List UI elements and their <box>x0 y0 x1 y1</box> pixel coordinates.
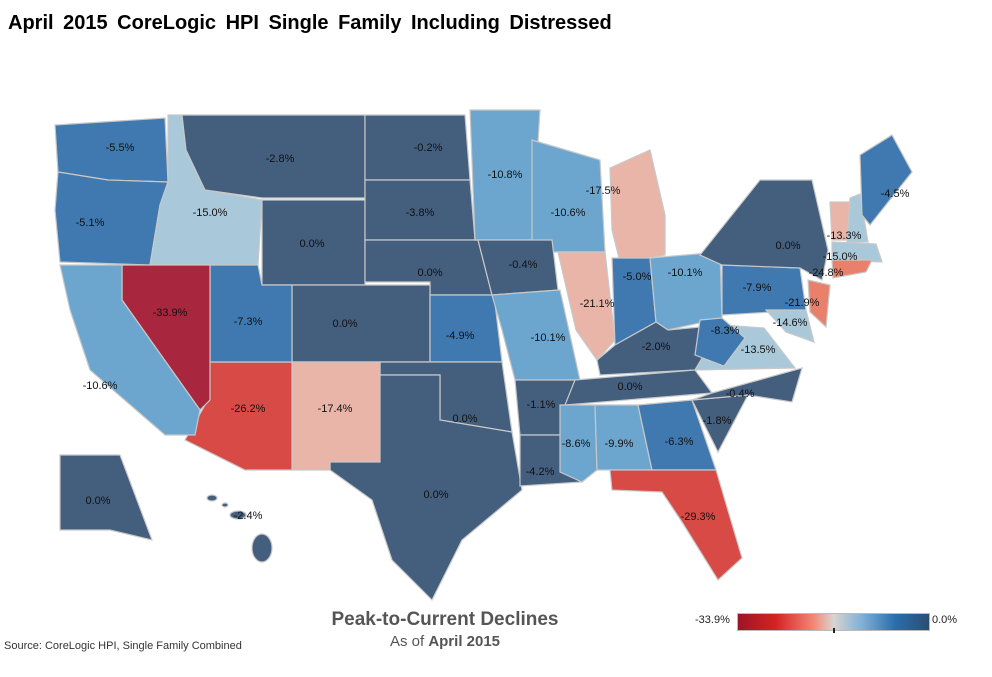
state-value-label: 0.0% <box>85 495 110 507</box>
state-ky <box>596 321 724 376</box>
state-ct <box>831 259 873 279</box>
state-value-label: -26.2% <box>231 403 266 415</box>
state-md <box>764 309 815 343</box>
state-fl <box>609 469 743 581</box>
state-value-label: -13.5% <box>741 344 776 356</box>
state-value-label: -6.3% <box>665 436 694 448</box>
state-value-label: 0.0% <box>452 413 477 425</box>
state-value-label: -7.3% <box>234 316 263 328</box>
state-value-label: -14.6% <box>773 317 808 329</box>
state-value-label: -10.6% <box>551 207 586 219</box>
state-value-label: 0.0% <box>417 267 442 279</box>
state-value-label: -8.6% <box>562 438 591 450</box>
legend-title: Peak-to-Current Declines <box>331 609 559 630</box>
source-note: Source: CoreLogic HPI, Single Family Com… <box>4 640 242 652</box>
state-mi <box>609 149 666 263</box>
state-oh <box>649 251 723 331</box>
state-wv <box>694 317 746 367</box>
state-value-label: -0.4% <box>509 259 538 271</box>
state-hi <box>251 533 273 563</box>
state-value-label: -4.9% <box>446 330 475 342</box>
state-value-label: -10.6% <box>83 380 118 392</box>
state-co <box>291 284 431 363</box>
state-value-label: -24.8% <box>809 267 844 279</box>
state-value-label: -21.9% <box>785 297 820 309</box>
state-value-label: -0.4% <box>726 388 755 400</box>
state-value-label: -2.8% <box>266 153 295 165</box>
state-value-label: -10.1% <box>531 332 566 344</box>
state-nc <box>691 367 803 403</box>
state-value-label: -0.2% <box>414 142 443 154</box>
state-value-label: -10.1% <box>668 267 703 279</box>
state-value-label: -3.8% <box>406 207 435 219</box>
legend-subtitle-prefix: As of <box>389 633 425 650</box>
state-value-label: -9.9% <box>605 438 634 450</box>
state-hi <box>229 510 247 520</box>
state-or <box>54 171 169 266</box>
state-value-label: -17.4% <box>318 403 353 415</box>
state-value-label: 0.0% <box>423 489 448 501</box>
state-value-label: -5.0% <box>623 271 652 283</box>
state-value-label: -17.5% <box>586 185 621 197</box>
state-value-label: -13.3% <box>827 230 862 242</box>
state-value-label: -15.0% <box>823 251 858 263</box>
state-value-label: -4.2% <box>526 466 555 478</box>
state-vt <box>829 201 851 241</box>
state-ny <box>699 179 829 281</box>
state-value-label: -1.1% <box>527 399 556 411</box>
state-value-label: -10.8% <box>488 169 523 181</box>
state-value-label: -4.5% <box>881 188 910 200</box>
state-hi <box>221 502 229 508</box>
state-value-label: -5.5% <box>106 142 135 154</box>
state-me <box>859 134 913 226</box>
state-value-label: -21.1% <box>580 298 615 310</box>
state-value-label: 0.0% <box>299 238 324 250</box>
state-value-label: -2.0% <box>642 341 671 353</box>
state-il <box>557 251 616 361</box>
state-value-label: 0.0% <box>775 240 800 252</box>
state-nm <box>291 361 381 471</box>
state-hi <box>206 494 218 502</box>
state-value-label: -2.4% <box>234 510 263 522</box>
state-value-label: -8.3% <box>711 325 740 337</box>
state-value-label: 0.0% <box>332 318 357 330</box>
state-ak <box>59 454 153 541</box>
scale-min-label: -33.9% <box>695 614 730 626</box>
state-nj <box>807 279 831 329</box>
state-value-label: -15.0% <box>193 207 228 219</box>
state-ca <box>59 264 201 436</box>
legend-subtitle-date: April 2015 <box>428 633 501 650</box>
scale-max-label: 0.0% <box>932 614 958 626</box>
state-ms <box>559 404 598 483</box>
state-value-label: -33.9% <box>153 307 188 319</box>
state-value-label: -7.9% <box>743 282 772 294</box>
state-ma <box>831 241 883 263</box>
legend-subtitle: As of April 2015 <box>0 633 890 650</box>
scale-tick <box>833 628 835 633</box>
state-value-label: 0.0% <box>617 381 642 393</box>
state-value-label: -1.8% <box>703 415 732 427</box>
state-value-label: -5.1% <box>76 217 105 229</box>
state-value-label: -29.3% <box>681 511 716 523</box>
state-ks <box>429 294 503 363</box>
map-title: April 2015 CoreLogic HPI Single Family I… <box>8 12 612 34</box>
